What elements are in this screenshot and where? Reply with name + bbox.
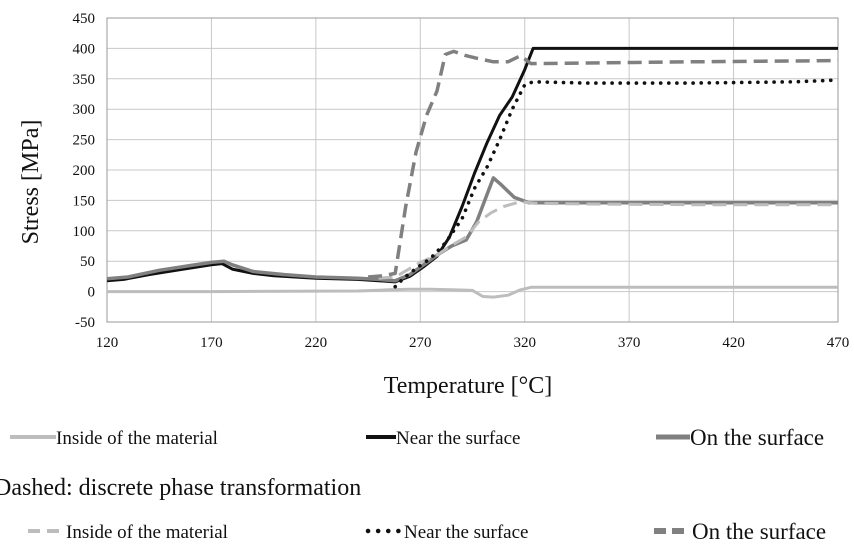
x-tick-label: 120	[96, 335, 119, 351]
x-tick-label: 470	[827, 335, 850, 351]
y-tick-label: 450	[73, 11, 96, 27]
plot-frame	[106, 17, 839, 323]
y-tick-label: 250	[73, 133, 96, 149]
legend: Inside of the material Near the surface …	[0, 425, 826, 544]
y-tick-label: 200	[73, 163, 96, 179]
y-tick-label: -50	[75, 315, 95, 331]
legend-label-near-solid: Near the surface	[396, 428, 520, 449]
y-tick-label: 350	[73, 72, 96, 88]
y-tick-label: 400	[73, 41, 96, 57]
series-line-4-dashed	[378, 200, 838, 280]
legend-label-on-solid: On the surface	[690, 425, 824, 450]
y-tick-label: 150	[73, 193, 96, 209]
x-tick-label: 220	[305, 335, 328, 351]
series-line-5-dotted	[393, 78, 840, 289]
legend-label-on-dashed: On the surface	[692, 519, 826, 544]
grid	[106, 17, 839, 323]
legend-heading: Dashed: discrete phase transformation	[0, 475, 361, 501]
y-tick-label: 100	[73, 224, 96, 240]
x-tick-label: 370	[618, 335, 641, 351]
series-line-2-solid	[106, 46, 838, 284]
x-tick-label: 320	[513, 335, 536, 351]
x-tick-label: 420	[722, 335, 745, 351]
y-axis-title: Stress [MPa]	[18, 120, 44, 245]
series-lines	[106, 46, 840, 299]
legend-label-inside-dashed: Inside of the material	[66, 522, 228, 543]
series-line-1-solid	[107, 285, 838, 299]
legend-label-near-dotted: Near the surface	[404, 522, 528, 543]
x-tick-label: 270	[409, 335, 432, 351]
series-line-6-dashed	[367, 49, 839, 279]
x-axis-title: Temperature [°C]	[384, 373, 553, 399]
series-line-3-solid	[106, 176, 838, 283]
x-tick-label: 170	[200, 335, 223, 351]
tick-labels: -50 0 50 100 150 200 250 300 350 400 450 120 170 220 2…	[73, 11, 850, 351]
y-tick-label: 0	[88, 285, 96, 301]
y-tick-label: 300	[73, 102, 96, 118]
legend-label-inside-solid: Inside of the material	[56, 428, 218, 449]
y-tick-label: 50	[80, 254, 95, 270]
